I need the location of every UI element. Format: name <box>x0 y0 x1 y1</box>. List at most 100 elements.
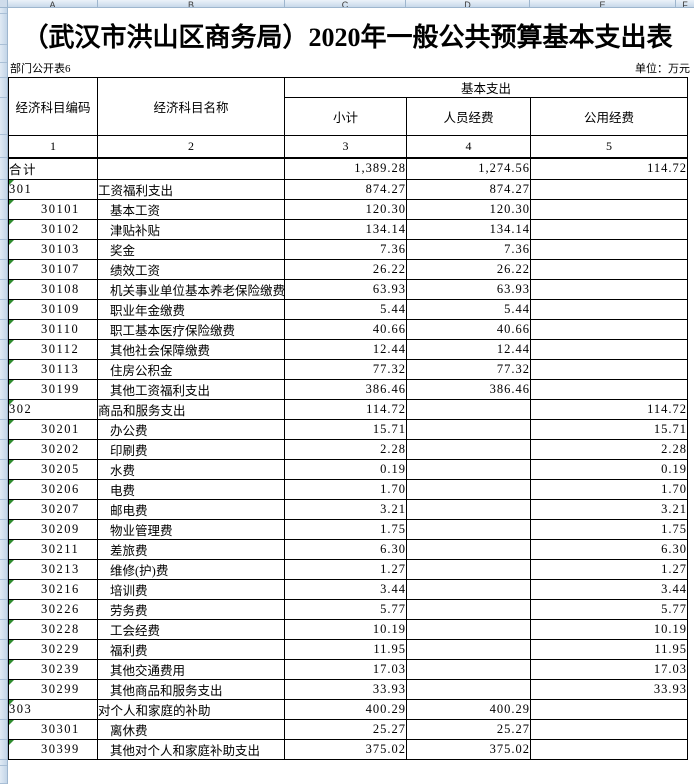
cell-name[interactable]: 商品和服务支出 <box>97 399 285 420</box>
cell-public[interactable] <box>529 259 689 280</box>
spreadsheet-corner[interactable] <box>0 0 8 8</box>
cell-personnel[interactable] <box>406 419 531 440</box>
cell-personnel[interactable] <box>406 679 531 700</box>
cell-name[interactable]: 其他对个人和家庭补助支出 <box>97 739 285 760</box>
cell-subtotal[interactable]: 12.44 <box>284 339 407 360</box>
cell-subtotal[interactable]: 874.27 <box>284 179 407 200</box>
cell-name[interactable]: 机关事业单位基本养老保险缴费 <box>97 279 285 300</box>
cell-code[interactable]: 30226 <box>8 599 98 620</box>
cell-personnel[interactable]: 375.02 <box>406 739 531 760</box>
cell-code[interactable]: 30102 <box>8 219 98 240</box>
cell-subtotal[interactable]: 6.30 <box>284 539 407 560</box>
cell-code[interactable]: 30213 <box>8 559 98 580</box>
cell-public[interactable] <box>529 219 689 240</box>
cell-subtotal[interactable]: 2.28 <box>284 439 407 460</box>
cell-code[interactable]: 30206 <box>8 479 98 500</box>
cell-name[interactable]: 办公费 <box>97 419 285 440</box>
cell-personnel[interactable]: 5.44 <box>406 299 531 320</box>
cell-subtotal[interactable]: 400.29 <box>284 699 407 720</box>
cell-code[interactable]: 301 <box>8 179 98 200</box>
cell-code[interactable]: 30109 <box>8 299 98 320</box>
cell-name[interactable]: 工会经费 <box>97 619 285 640</box>
cell-code[interactable]: 30229 <box>8 639 98 660</box>
cell-code[interactable]: 30228 <box>8 619 98 640</box>
cell-personnel[interactable]: 120.30 <box>406 199 531 220</box>
column-header-b[interactable]: B <box>98 0 285 7</box>
cell-personnel[interactable] <box>406 439 531 460</box>
cell-name[interactable]: 邮电费 <box>97 499 285 520</box>
cell-personnel[interactable]: 134.14 <box>406 219 531 240</box>
cell-public[interactable] <box>529 319 689 340</box>
cell-personnel[interactable] <box>406 479 531 500</box>
cell-personnel[interactable]: 7.36 <box>406 239 531 260</box>
cell-name[interactable]: 津贴补贴 <box>97 219 285 240</box>
cell-subtotal[interactable]: 386.46 <box>284 379 407 400</box>
cell-personnel[interactable] <box>406 459 531 480</box>
cell-name[interactable]: 差旅费 <box>97 539 285 560</box>
cell-subtotal[interactable]: 5.44 <box>284 299 407 320</box>
row-header-gutter[interactable] <box>0 8 8 784</box>
cell-code[interactable]: 30209 <box>8 519 98 540</box>
cell-public[interactable] <box>529 739 689 760</box>
cell-personnel[interactable] <box>406 499 531 520</box>
header-basic-expenditure[interactable]: 基本支出 <box>283 77 689 98</box>
cell-public[interactable]: 3.21 <box>529 499 689 520</box>
cell-public[interactable]: 1.27 <box>529 559 689 580</box>
cell-subtotal[interactable]: 114.72 <box>284 399 407 420</box>
cell-personnel[interactable]: 25.27 <box>406 719 531 740</box>
cell-name[interactable]: 电费 <box>97 479 285 500</box>
cell-subtotal[interactable]: 63.93 <box>284 279 407 300</box>
cell-name[interactable]: 职工基本医疗保险缴费 <box>97 319 285 340</box>
column-header-d[interactable]: D <box>406 0 530 7</box>
cell-subtotal[interactable]: 33.93 <box>284 679 407 700</box>
cell-subtotal[interactable]: 15.71 <box>284 419 407 440</box>
cell-name[interactable]: 福利费 <box>97 639 285 660</box>
cell-personnel[interactable] <box>406 599 531 620</box>
cell-code[interactable]: 30239 <box>8 659 98 680</box>
cell-personnel[interactable] <box>406 659 531 680</box>
cell-name[interactable]: 物业管理费 <box>97 519 285 540</box>
cell-subtotal[interactable]: 120.30 <box>284 199 407 220</box>
cell-code[interactable]: 30101 <box>8 199 98 220</box>
cell-subtotal[interactable]: 11.95 <box>284 639 407 660</box>
cell-subtotal[interactable]: 77.32 <box>284 359 407 380</box>
cell-public[interactable]: 33.93 <box>529 679 689 700</box>
cell-public[interactable]: 11.95 <box>529 639 689 660</box>
cell-personnel[interactable]: 77.32 <box>406 359 531 380</box>
cell-code[interactable]: 30103 <box>8 239 98 260</box>
cell-name[interactable]: 其他交通费用 <box>97 659 285 680</box>
cell-code[interactable]: 30112 <box>8 339 98 360</box>
header-subtotal[interactable]: 小计 <box>284 97 407 136</box>
cell-subtotal[interactable]: 134.14 <box>284 219 407 240</box>
cell-personnel[interactable]: 63.93 <box>406 279 531 300</box>
cell-name[interactable]: 水费 <box>97 459 285 480</box>
cell-public[interactable]: 114.72 <box>529 157 689 180</box>
cell-code[interactable]: 30399 <box>8 739 98 760</box>
cell-name[interactable]: 劳务费 <box>97 599 285 620</box>
cell-public[interactable]: 6.30 <box>529 539 689 560</box>
cell-subtotal[interactable]: 0.19 <box>284 459 407 480</box>
header-code[interactable]: 经济科目编码 <box>8 77 98 136</box>
cell-public[interactable] <box>529 719 689 740</box>
cell-personnel[interactable]: 26.22 <box>406 259 531 280</box>
cell-name[interactable]: 离休费 <box>97 719 285 740</box>
cell-public[interactable]: 3.44 <box>529 579 689 600</box>
cell-name[interactable] <box>97 157 285 180</box>
column-number-2[interactable]: 2 <box>97 135 285 159</box>
cell-code[interactable]: 30207 <box>8 499 98 520</box>
cell-public[interactable] <box>529 279 689 300</box>
cell-subtotal[interactable]: 1.27 <box>284 559 407 580</box>
cell-name[interactable]: 其他工资福利支出 <box>97 379 285 400</box>
cell-personnel[interactable] <box>406 619 531 640</box>
cell-subtotal[interactable]: 7.36 <box>284 239 407 260</box>
cell-name[interactable]: 维修(护)费 <box>97 559 285 580</box>
cell-code[interactable]: 302 <box>8 399 98 420</box>
cell-code[interactable]: 30301 <box>8 719 98 740</box>
cell-personnel[interactable] <box>406 579 531 600</box>
cell-subtotal[interactable]: 5.77 <box>284 599 407 620</box>
cell-public[interactable] <box>529 379 689 400</box>
cell-public[interactable] <box>529 179 689 200</box>
cell-public[interactable] <box>529 239 689 260</box>
cell-public[interactable]: 5.77 <box>529 599 689 620</box>
cell-public[interactable]: 1.75 <box>529 519 689 540</box>
